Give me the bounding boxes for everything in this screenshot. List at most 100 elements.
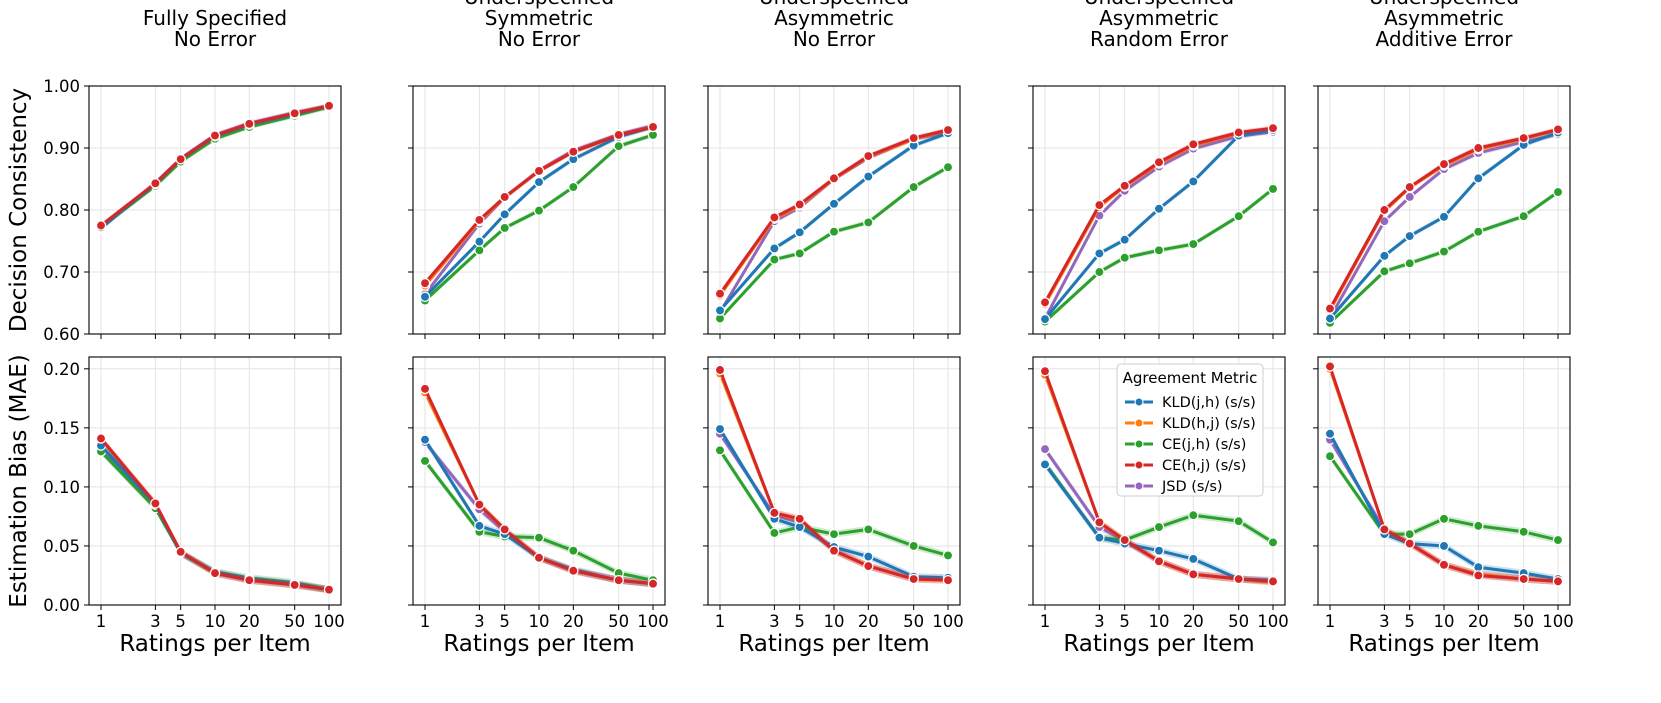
data-point [769, 254, 780, 265]
legend-swatch-marker [1134, 460, 1144, 470]
x-tick-label: 20 [1468, 612, 1489, 631]
data-point [1233, 210, 1244, 222]
data-point [1039, 313, 1051, 325]
data-point [863, 150, 874, 162]
data-point [828, 528, 840, 540]
x-tick-label: 10 [824, 612, 845, 631]
data-point [794, 248, 805, 259]
legend-item: CE(h,j) (s/s) [1125, 458, 1246, 474]
data-point [209, 130, 221, 141]
data-point [419, 434, 431, 445]
data-point [1188, 569, 1199, 580]
panel-title-line: Underspecified [759, 0, 909, 9]
data-point [794, 227, 805, 238]
panel-title-line: No Error [793, 27, 876, 51]
data-point [769, 243, 780, 254]
data-point [1119, 234, 1130, 246]
data-point [289, 108, 300, 119]
series-bias [714, 364, 954, 586]
data-point [1094, 199, 1105, 211]
data-point [499, 191, 510, 203]
legend-item-label: CE(h,j) (s/s) [1162, 458, 1246, 474]
data-point [1267, 183, 1279, 195]
data-point [863, 524, 874, 535]
series-bias [1039, 365, 1279, 587]
panel-title-line: Asymmetric [1384, 6, 1504, 30]
data-point [419, 383, 431, 395]
axes-consistency: 0.60 0.70 0.80 0.90 1.00 [43, 77, 342, 344]
data-point [419, 291, 431, 303]
data-point [1552, 576, 1564, 587]
data-point [1039, 459, 1051, 470]
series-consistency [1039, 183, 1279, 327]
x-axis-label: Ratings per Item [738, 631, 929, 657]
data-point [1438, 513, 1450, 525]
data-point [1094, 248, 1105, 259]
data-point [533, 165, 545, 177]
data-point [533, 552, 545, 564]
data-point [828, 198, 840, 210]
data-point [323, 100, 335, 112]
data-point [714, 305, 726, 316]
data-point [828, 226, 840, 237]
data-point [1552, 186, 1564, 198]
data-point [568, 565, 579, 577]
data-point [1324, 313, 1336, 324]
data-point [714, 288, 726, 299]
series-bias [419, 383, 659, 589]
data-point [1153, 545, 1165, 556]
x-tick-label: 100 [637, 612, 669, 631]
legend-swatch-marker [1134, 481, 1144, 491]
x-tick-label: 100 [313, 612, 345, 631]
data-point [1324, 361, 1336, 372]
data-point [419, 277, 431, 289]
data-point [1404, 230, 1415, 242]
data-point [1233, 515, 1244, 527]
data-point [1267, 576, 1279, 587]
axes-frame [707, 356, 961, 606]
panel-title-line: Random Error [1090, 27, 1229, 51]
data-point [1094, 517, 1105, 528]
y-tick-label: 0.60 [43, 325, 80, 344]
data-point [794, 513, 805, 525]
x-tick-label: 1 [1325, 612, 1336, 631]
data-point [474, 214, 485, 226]
x-tick-label: 20 [1183, 612, 1204, 631]
legend-item: CE(j,h) (s/s) [1125, 437, 1246, 453]
data-point [828, 173, 840, 184]
x-tick-label: 5 [794, 612, 805, 631]
series-bias [1324, 361, 1564, 587]
panel-title-line: Additive Error [1376, 27, 1514, 51]
data-point [1153, 203, 1165, 215]
data-point [1153, 157, 1165, 168]
axes-frame [1317, 85, 1571, 335]
data-point [1094, 266, 1105, 278]
legend-box [1116, 363, 1264, 497]
data-point [568, 181, 579, 193]
axes-frame [88, 85, 342, 335]
y-axis-label: Decision Consistency [6, 88, 32, 332]
data-point [942, 161, 954, 173]
series-consistency [1324, 186, 1564, 329]
x-tick-label: 5 [499, 612, 510, 631]
data-point [1552, 534, 1564, 546]
axes-frame [1317, 356, 1571, 606]
data-point [908, 132, 919, 144]
data-point [568, 545, 579, 556]
data-point [533, 532, 545, 543]
x-tick-label: 5 [1119, 612, 1130, 631]
x-tick-label: 10 [205, 612, 226, 631]
x-tick-label: 50 [903, 612, 924, 631]
x-tick-label: 100 [932, 612, 964, 631]
data-point [1153, 245, 1165, 256]
data-point [1404, 538, 1415, 549]
axes-bias: 0.00 0.05 0.10 0.15 0.20 1 3 5 10 20 50 100Ratings … [43, 356, 345, 657]
data-point [289, 579, 300, 591]
y-tick-label: 0.00 [43, 596, 80, 615]
series-consistency [419, 121, 659, 289]
data-point [908, 573, 919, 585]
x-tick-label: 3 [474, 612, 485, 631]
data-point [613, 140, 624, 152]
panel-3: UnderspecifiedAsymmetricNo Error 1 35 10 20 5… [703, 0, 964, 657]
